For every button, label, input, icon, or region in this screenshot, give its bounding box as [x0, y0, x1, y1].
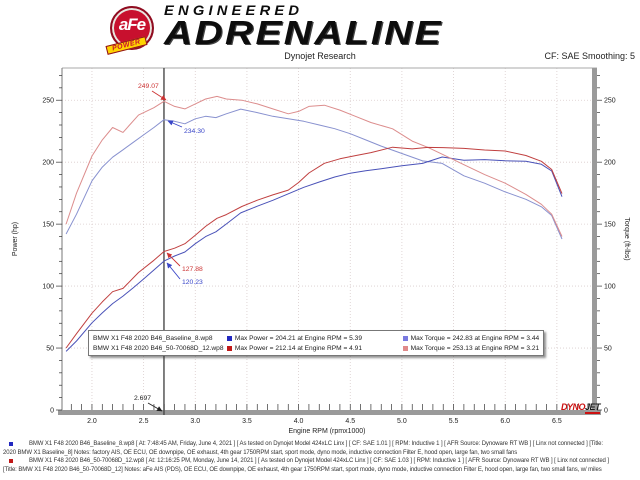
- callout-label-120.23: 120.23: [182, 279, 203, 286]
- svg-text:50: 50: [46, 346, 54, 353]
- callout-label-234.30: 234.30: [184, 128, 205, 135]
- callout-arrow-127.88: [166, 252, 181, 267]
- afe-max-power: Max Power = 212.14 at Engine RPM = 4.91: [234, 344, 363, 352]
- logo-adrenaline-text: ADRENALINE: [164, 14, 443, 51]
- footer-line-4-text: [Title: BMW X1 F48 2020 B46_50-70068D_12…: [3, 466, 602, 473]
- legend-row-afe: BMW X1 F48 2020 B46_50-70068D_12.wp8 Max…: [93, 345, 539, 352]
- x-axis-ticks: [70, 404, 589, 410]
- svg-text:4.0: 4.0: [294, 418, 304, 425]
- x-axis-title: Engine RPM (rpmx1000): [288, 428, 365, 435]
- afe-torque-swatch: [402, 345, 408, 351]
- cf-sae-smoothing-label: CF: SAE Smoothing: 5: [544, 51, 635, 61]
- afe-power-badge: aFe POWER: [105, 6, 156, 55]
- svg-text:200: 200: [42, 160, 54, 167]
- x-axis-labels: 2.0 2.5 3.0 3.5 4.0 4.5 5.0 5.5 6.0 6.5: [87, 418, 562, 425]
- callout-label-127.88: 127.88: [182, 266, 203, 273]
- baseline-max-torque: Max Torque = 242.83 at Engine RPM = 3.44: [410, 334, 539, 342]
- series-baseline-power: [65, 156, 563, 352]
- y-axis-title-right: Torque (ft-lbs): [623, 217, 630, 260]
- y-axis-title-left: Power (hp): [12, 222, 19, 256]
- series-afe-power: [65, 146, 563, 349]
- afe-max-torque: Max Torque = 253.13 at Engine RPM = 3.21: [410, 344, 539, 352]
- afe-adrenaline-logo: aFe POWER ENGINEERED ADRENALINE: [105, 2, 441, 55]
- footer-line-1: BMW X1 F48 2020 B46_Baseline_8.wp8 [ At:…: [3, 440, 639, 449]
- bottom-axis-bar: [58, 410, 601, 415]
- callout-label-2.697: 2.697: [134, 395, 151, 402]
- callout-arrow-120.23: [166, 262, 181, 280]
- svg-text:5.5: 5.5: [449, 418, 459, 425]
- afe-file-name: BMW X1 F48 2020 B46_50-70068D_12.wp8: [93, 344, 224, 352]
- series-afe-torque: [65, 95, 563, 237]
- baseline-torque-swatch: [402, 335, 408, 341]
- footer-line-2: 2020 BMW X1 Baseline_8] Notes: factory A…: [3, 449, 639, 458]
- dynojet-logo-jet: JET: [585, 402, 601, 414]
- gridlines: [62, 68, 592, 410]
- dynojet-research-title: Dynojet Research: [284, 51, 356, 61]
- dynojet-logo: DYNOJET: [561, 402, 601, 414]
- svg-text:2.0: 2.0: [87, 418, 97, 425]
- svg-text:100: 100: [604, 284, 616, 291]
- afe-power-swatch: [226, 345, 232, 351]
- baseline-bullet-swatch: [9, 442, 13, 446]
- y-axis-ticks: [56, 75, 602, 411]
- run-legend-box: BMW X1 F48 2020 B46_Baseline_8.wp8 Max P…: [88, 330, 544, 356]
- footer-line-2-text: 2020 BMW X1 Baseline_8] Notes: factory A…: [3, 449, 518, 456]
- baseline-max-power: Max Power = 204.21 at Engine RPM = 5.39: [234, 334, 363, 342]
- svg-text:4.5: 4.5: [345, 418, 355, 425]
- run-details-footer: BMW X1 F48 2020 B46_Baseline_8.wp8 [ At:…: [3, 440, 639, 474]
- right-axis-bar: [592, 68, 597, 415]
- svg-text:250: 250: [604, 98, 616, 105]
- y-axis-labels: 0 0 50 50 100 100 150 150 200 200 250 250: [42, 98, 615, 415]
- logo-wordmark: ENGINEERED ADRENALINE: [164, 2, 441, 49]
- svg-text:3.0: 3.0: [190, 418, 200, 425]
- svg-text:150: 150: [604, 222, 616, 229]
- series-baseline-torque: [65, 108, 563, 240]
- footer-line-3-text: BMW X1 F48 2020 B46_50-70068D_12.wp8 [ A…: [29, 458, 609, 465]
- svg-text:5.0: 5.0: [397, 418, 407, 425]
- footer-line-3: BMW X1 F48 2020 B46_50-70068D_12.wp8 [ A…: [3, 457, 639, 466]
- svg-text:200: 200: [604, 160, 616, 167]
- svg-text:0: 0: [604, 408, 608, 415]
- legend-row-baseline: BMW X1 F48 2020 B46_Baseline_8.wp8 Max P…: [93, 335, 539, 342]
- svg-text:50: 50: [604, 346, 612, 353]
- svg-text:6.0: 6.0: [500, 418, 510, 425]
- svg-text:150: 150: [42, 222, 54, 229]
- svg-text:2.5: 2.5: [139, 418, 149, 425]
- afe-bullet-swatch: [9, 459, 13, 464]
- svg-text:3.5: 3.5: [242, 418, 252, 425]
- dynojet-logo-dyno: DYNO: [561, 402, 586, 412]
- svg-text:250: 250: [42, 98, 54, 105]
- baseline-power-swatch: [226, 335, 232, 341]
- logo-engineered-text: ENGINEERED: [164, 2, 304, 18]
- callout-arrow-2.697: [147, 402, 163, 412]
- svg-text:100: 100: [42, 284, 54, 291]
- footer-line-1-text: BMW X1 F48 2020 B46_Baseline_8.wp8 [ At:…: [29, 441, 603, 447]
- footer-line-4: [Title: BMW X1 F48 2020 B46_50-70068D_12…: [3, 466, 639, 475]
- callout-arrow-249.07: [151, 90, 167, 101]
- callout-arrow-234.30: [167, 120, 183, 128]
- afe-logo-text: aFe: [118, 15, 146, 34]
- svg-text:6.5: 6.5: [552, 418, 562, 425]
- baseline-file-name: BMW X1 F48 2020 B46_Baseline_8.wp8: [93, 334, 213, 342]
- svg-text:0: 0: [50, 408, 54, 415]
- callout-label-249.07: 249.07: [138, 83, 159, 90]
